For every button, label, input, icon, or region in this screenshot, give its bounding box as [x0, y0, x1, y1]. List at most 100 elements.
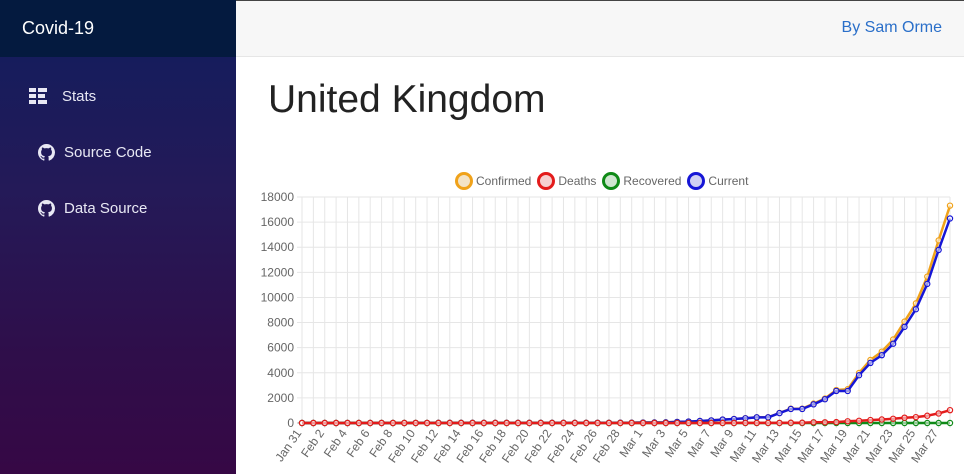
x-tick-label: Feb 2 — [298, 426, 327, 459]
sidebar-item-data-source[interactable]: Data Source — [0, 180, 236, 236]
data-point-deaths — [753, 419, 760, 427]
github-icon — [36, 198, 56, 218]
data-point-recovered — [946, 419, 954, 427]
data-point-deaths — [310, 419, 317, 427]
data-point-recovered — [912, 419, 920, 427]
data-point-deaths — [742, 419, 749, 427]
data-point-deaths — [878, 416, 885, 423]
grid-list-icon — [29, 86, 49, 106]
y-tick-label: 8000 — [267, 316, 294, 330]
y-tick-label: 10000 — [261, 290, 295, 304]
data-point-deaths — [583, 419, 590, 427]
data-point-deaths — [889, 415, 897, 422]
legend-item-confirmed[interactable]: Confirmed — [455, 172, 531, 190]
data-point-deaths — [696, 419, 704, 427]
data-point-deaths — [867, 416, 874, 424]
data-point-deaths — [935, 410, 942, 417]
data-point-recovered — [935, 419, 942, 427]
data-point-deaths — [685, 419, 692, 427]
data-point-deaths — [651, 419, 658, 427]
data-point-deaths — [764, 419, 772, 427]
data-point-deaths — [787, 419, 795, 426]
y-tick-label: 14000 — [261, 240, 295, 254]
data-point-deaths — [469, 419, 476, 427]
data-point-deaths — [810, 419, 817, 426]
legend-item-deaths[interactable]: Deaths — [537, 172, 596, 190]
author-link[interactable]: By Sam Orme — [841, 19, 942, 36]
data-point-deaths — [912, 413, 920, 421]
data-point-deaths — [571, 419, 579, 427]
data-point-current — [935, 246, 942, 254]
data-point-deaths — [708, 419, 715, 427]
data-point-current — [855, 372, 863, 379]
series-line-confirmed — [302, 205, 952, 425]
data-point-deaths — [423, 419, 431, 427]
x-tick-label: Mar 7 — [685, 426, 714, 459]
legend-swatch-current — [687, 172, 706, 190]
data-point-deaths — [833, 418, 840, 426]
data-point-deaths — [605, 419, 613, 427]
app-title[interactable]: Covid-19 — [0, 0, 236, 57]
data-point-deaths — [901, 414, 908, 421]
data-point-current — [821, 396, 829, 403]
data-point-deaths — [821, 419, 829, 426]
data-point-deaths — [537, 419, 544, 427]
github-icon — [36, 142, 56, 162]
data-point-deaths — [924, 412, 931, 419]
data-point-current — [867, 359, 874, 367]
data-point-deaths — [389, 419, 397, 427]
data-point-deaths — [526, 419, 533, 427]
data-point-deaths — [355, 419, 363, 427]
data-point-current — [753, 414, 760, 421]
data-point-deaths — [673, 419, 681, 427]
y-tick-label: 4000 — [267, 366, 294, 380]
x-tick-label: Feb 6 — [344, 426, 373, 459]
data-point-current — [764, 414, 772, 421]
chart-legend: Confirmed Deaths Recovered Current — [455, 172, 754, 190]
y-tick-label: 12000 — [261, 265, 295, 279]
y-tick-label: 0 — [287, 416, 294, 430]
data-point-deaths — [446, 419, 453, 427]
data-point-confirmed — [946, 202, 954, 209]
legend-item-recovered[interactable]: Recovered — [602, 172, 681, 190]
data-point-deaths — [514, 419, 522, 427]
line-chart: 0 2000 4000 6000 8000 10000 12000 14000 16000 180… — [261, 190, 954, 465]
data-point-current — [776, 409, 783, 417]
y-tick-label: 6000 — [267, 341, 294, 355]
x-tick-label: Mar 5 — [662, 426, 691, 459]
data-point-current — [799, 405, 806, 413]
data-point-current — [889, 340, 897, 347]
data-point-current — [878, 351, 885, 359]
legend-label: Confirmed — [476, 174, 532, 188]
data-point-recovered — [901, 419, 908, 427]
data-point-recovered — [924, 419, 931, 427]
data-point-current — [946, 215, 954, 222]
data-point-deaths — [776, 419, 783, 427]
data-point-deaths — [367, 419, 374, 427]
data-point-deaths — [332, 419, 340, 427]
legend-item-current[interactable]: Current — [687, 172, 748, 190]
data-point-deaths — [503, 419, 510, 427]
sidebar-item-stats[interactable]: Stats — [0, 68, 236, 124]
sidebar-item-label: Data Source — [64, 199, 148, 217]
x-tick-label: Mar 1 — [616, 426, 645, 459]
data-point-deaths — [344, 419, 351, 427]
legend-label: Current — [708, 174, 749, 188]
legend-swatch-recovered — [602, 172, 621, 190]
legend-swatch-deaths — [537, 172, 556, 190]
data-point-deaths — [321, 419, 328, 427]
data-point-deaths — [799, 419, 806, 426]
data-point-deaths — [548, 419, 556, 427]
data-point-deaths — [480, 419, 488, 427]
data-point-deaths — [492, 419, 499, 427]
y-tick-label: 16000 — [261, 215, 295, 229]
data-point-deaths — [298, 419, 306, 427]
data-point-deaths — [560, 419, 567, 427]
top-bar: By Sam Orme — [236, 0, 964, 57]
data-point-deaths — [844, 418, 851, 425]
legend-label: Recovered — [623, 174, 682, 188]
data-point-deaths — [719, 419, 726, 427]
sidebar-item-source-code[interactable]: Source Code — [0, 124, 236, 180]
data-point-deaths — [639, 419, 647, 427]
data-point-deaths — [435, 419, 442, 427]
